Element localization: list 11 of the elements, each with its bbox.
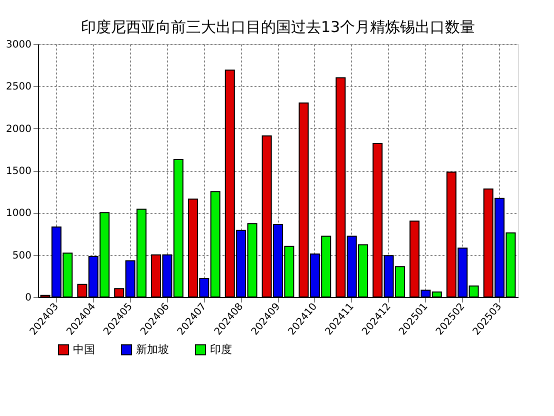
legend-label: 新加坡 xyxy=(136,342,169,356)
legend-label: 印度 xyxy=(210,342,232,356)
y-tick-label: 0 xyxy=(25,292,32,304)
y-tick-label: 2500 xyxy=(6,82,32,93)
y-tick-label: 500 xyxy=(12,250,32,262)
y-tick-label: 1500 xyxy=(6,166,32,177)
y-tick-label: 3000 xyxy=(6,40,32,50)
y-tick-label: 1000 xyxy=(6,208,32,220)
y-tick-label: 2000 xyxy=(6,124,32,135)
legend-label: 中国 xyxy=(73,342,95,356)
chart-title: 印度尼西亚向前三大出口目的国过去13个月精炼锡出口数量 xyxy=(80,18,476,36)
